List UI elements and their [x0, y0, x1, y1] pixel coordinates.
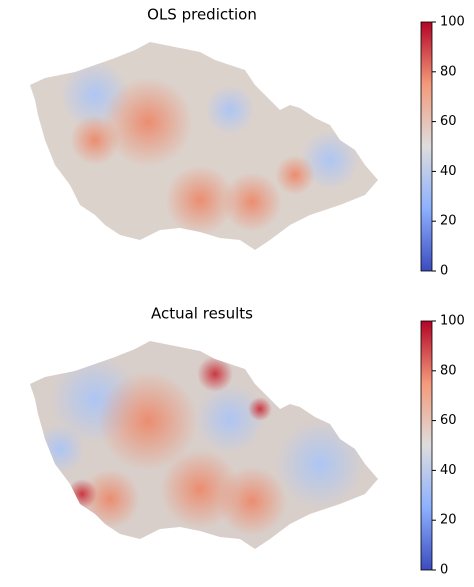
map-region	[205, 85, 255, 135]
map-region	[165, 165, 235, 235]
colorbar-tick-label: 40	[440, 463, 457, 478]
colorbar-tick-label: 20	[440, 513, 457, 528]
colorbar-tick-label: 20	[440, 214, 457, 229]
map-regions	[30, 42, 378, 250]
map-regions	[30, 341, 378, 549]
map-region	[275, 419, 365, 509]
colorbar-tick-label: 100	[440, 314, 465, 329]
colorbar-tick-label: 80	[440, 64, 457, 79]
panel-title: OLS prediction	[147, 6, 257, 24]
map-region	[98, 371, 198, 471]
map-region	[70, 115, 120, 165]
colorbar-tick-label: 80	[440, 363, 457, 378]
map-region	[80, 469, 140, 529]
map-region	[275, 155, 315, 195]
map-region	[67, 479, 97, 509]
colorbar	[420, 21, 433, 272]
map-region	[248, 397, 272, 421]
map	[30, 341, 378, 549]
map-region	[35, 424, 85, 474]
map-region	[195, 384, 265, 454]
map-region	[222, 172, 282, 232]
map-region	[197, 356, 233, 392]
panel-title: Actual results	[151, 305, 253, 323]
colorbar-tick-label: 60	[440, 114, 457, 129]
map-region	[103, 77, 193, 167]
colorbar-tick-label: 0	[440, 563, 448, 578]
map	[30, 42, 378, 250]
colorbar-tick-label: 100	[440, 15, 465, 30]
colorbar-tick-label: 60	[440, 413, 457, 428]
colorbar-tick-label: 0	[440, 264, 448, 279]
map-region	[160, 449, 240, 529]
colorbar	[420, 320, 433, 571]
colorbar-tick-label: 40	[440, 164, 457, 179]
